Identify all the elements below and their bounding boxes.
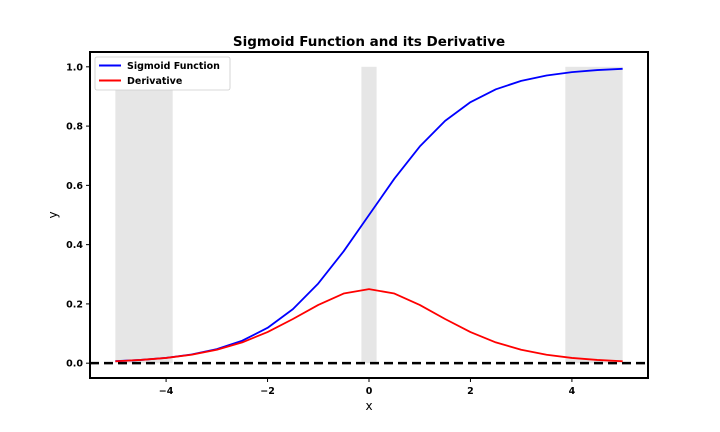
x-axis-ticks: −4 −2 0 2 4	[159, 378, 576, 397]
legend: Sigmoid Function Derivative	[94, 56, 231, 91]
legend-label-sigmoid: Sigmoid Function	[127, 61, 220, 72]
y-axis-label: y	[46, 211, 60, 218]
x-tick-label: 4	[569, 386, 576, 397]
y-tick-label: 0.0	[66, 359, 83, 370]
x-tick-label: 0	[366, 386, 373, 397]
series-line-derivative	[115, 288, 623, 363]
y-axis-ticks: 0.0 0.2 0.4 0.6 0.8 1.0	[66, 62, 90, 370]
shaded-region-2	[565, 66, 623, 364]
y-tick-label: 1.0	[66, 62, 83, 73]
legend-box	[94, 56, 231, 91]
series-lines	[115, 67, 623, 363]
legend-label-derivative: Derivative	[127, 76, 182, 87]
x-tick-label: −2	[260, 386, 275, 397]
chart-title: Sigmoid Function and its Derivative	[233, 34, 505, 50]
shaded-region-0	[115, 66, 173, 364]
y-tick-label: 0.8	[66, 122, 83, 133]
x-tick-label: 2	[467, 386, 474, 397]
y-tick-label: 0.6	[66, 181, 83, 192]
x-tick-label: −4	[159, 386, 174, 397]
y-tick-label: 0.4	[66, 240, 83, 251]
x-axis-label: x	[365, 399, 372, 413]
y-tick-label: 0.2	[66, 299, 83, 310]
